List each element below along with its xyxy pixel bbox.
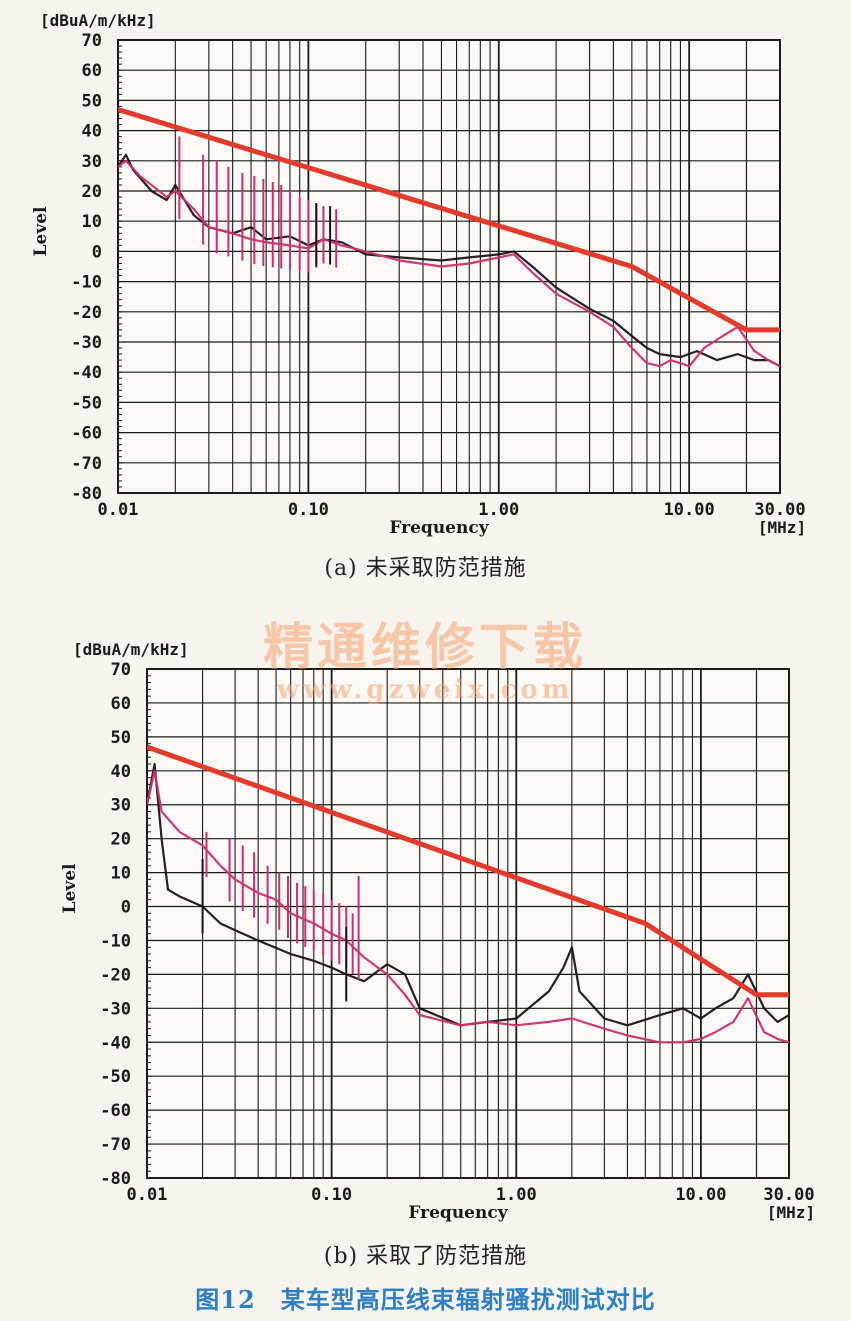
y-tick-label-a: -50: [71, 393, 102, 413]
y-tick-label-b: -30: [100, 999, 131, 1019]
y-tick-label-b: -10: [100, 931, 131, 951]
chart-a: 706050403020100-10-20-30-40-50-60-70-800…: [31, 11, 806, 538]
x-tick-label-a: 10.00: [664, 500, 715, 520]
y-tick-label-b: -80: [100, 1169, 131, 1189]
y-unit-label-a: [dBuA/m/kHz]: [40, 11, 156, 30]
y-axis-label-b: Level: [60, 863, 80, 913]
y-tick-label-a: -80: [71, 484, 102, 504]
plot-frame-b: [146, 668, 790, 1179]
x-axis-label-b: Frequency: [408, 1203, 508, 1223]
y-tick-label-b: 0: [121, 898, 131, 918]
watermark-text: 精通维修下载: [263, 617, 587, 676]
watermark: 精通维修下载 www.gzweix.com: [240, 617, 610, 705]
y-tick-label-b: 60: [111, 694, 131, 714]
y-tick-label-b: 10: [111, 864, 131, 884]
x-tick-label-b: 1.00: [496, 1185, 537, 1205]
y-tick-label-b: 70: [111, 660, 131, 680]
caption-chart-a: (a) 未采取防范措施: [324, 556, 527, 581]
y-tick-label-a: -60: [71, 424, 102, 444]
y-tick-label-a: 0: [92, 242, 102, 262]
y-tick-label-a: -40: [71, 363, 102, 383]
x-tick-label-a: 30.00: [754, 500, 805, 520]
y-tick-label-a: -10: [71, 273, 102, 293]
x-tick-label-b: 10.00: [675, 1185, 726, 1205]
y-tick-label-b: 30: [111, 796, 131, 816]
x-tick-label-b: 0.10: [311, 1185, 352, 1205]
y-tick-label-b: -70: [100, 1135, 131, 1155]
y-tick-label-b: -40: [100, 1033, 131, 1053]
x-tick-label-b: 30.00: [763, 1185, 814, 1205]
x-tick-label-a: 0.01: [98, 500, 139, 520]
y-tick-label-b: -50: [100, 1067, 131, 1087]
plot-area-b: [147, 669, 789, 1178]
watermark-url: www.gzweix.com: [276, 675, 574, 705]
y-tick-label-b: 40: [111, 762, 131, 782]
series-limit-b: [147, 744, 789, 998]
y-unit-label-b: [dBuA/m/kHz]: [73, 640, 189, 659]
figure-title: 图12 某车型高压线束辐射骚扰测试对比: [195, 1285, 656, 1314]
y-tick-label-a: 30: [82, 152, 102, 172]
x-tick-label-a: 1.00: [478, 500, 519, 520]
y-tick-label-b: -20: [100, 965, 131, 985]
y-tick-label-b: -60: [100, 1101, 131, 1121]
x-unit-label-b: [MHz]: [767, 1203, 815, 1222]
y-tick-label-a: 60: [82, 61, 102, 81]
y-tick-label-a: -70: [71, 454, 102, 474]
series-after-a: [118, 159, 780, 368]
x-tick-label-a: 0.10: [288, 500, 329, 520]
y-tick-label-a: 70: [82, 31, 102, 51]
y-tick-label-a: -20: [71, 303, 102, 323]
series-limit-a: [118, 107, 780, 333]
series-before-a: [118, 153, 780, 368]
plot-frame-a: [117, 39, 781, 494]
y-tick-label-a: -30: [71, 333, 102, 353]
x-axis-label-a: Frequency: [389, 518, 489, 538]
y-tick-label-a: 10: [82, 212, 102, 232]
y-tick-label-a: 50: [82, 91, 102, 111]
x-tick-label-b: 0.01: [127, 1185, 168, 1205]
y-axis-label-a: Level: [31, 206, 51, 256]
y-tick-label-b: 20: [111, 830, 131, 850]
series-after-b: [147, 769, 789, 1044]
chart-b: 706050403020100-10-20-30-40-50-60-70-800…: [60, 640, 815, 1223]
y-tick-label-b: 50: [111, 728, 131, 748]
caption-chart-b: (b) 采取了防范措施: [323, 1244, 528, 1269]
y-tick-label-a: 40: [82, 122, 102, 142]
y-tick-label-a: 20: [82, 182, 102, 202]
x-unit-label-a: [MHz]: [758, 518, 806, 537]
